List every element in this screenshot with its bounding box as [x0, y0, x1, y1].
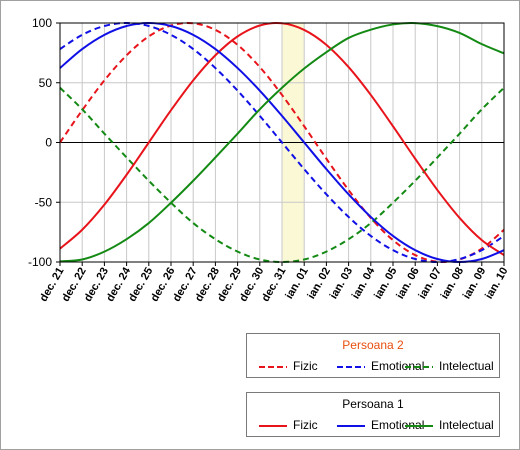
legend-swatch — [405, 425, 433, 427]
legend-label: Emotional — [371, 418, 425, 432]
legend-swatch — [259, 366, 287, 368]
legend-swatch — [337, 425, 365, 427]
legend-item-emotional: Emotional — [335, 417, 424, 433]
legend-label: Fizic — [293, 418, 318, 432]
y-tick-label: 50 — [39, 76, 53, 90]
legend-persoana-2: Persoana 2 Fizic Emotional Intelectual — [246, 333, 500, 378]
legend-swatch — [337, 366, 365, 368]
legend-persoana-1: Persoana 1 Fizic Emotional Intelectual — [246, 392, 500, 437]
series-intelectual-persoana-1 — [59, 22, 505, 263]
legend-title: Persoana 1 — [342, 397, 404, 411]
series-fizic-persoana-2 — [59, 21, 505, 264]
legend-swatch — [405, 366, 433, 368]
legend-swatch — [259, 425, 287, 427]
y-tick-label: -50 — [35, 195, 53, 209]
y-tick-label: 0 — [45, 136, 52, 150]
legend-item-fizic: Fizic — [257, 358, 327, 374]
series-emotional-persoana-1 — [59, 21, 505, 264]
legend-label: Emotional — [371, 359, 425, 373]
legend-item-intelectual: Intelectual — [403, 417, 497, 433]
y-tick-label: 100 — [32, 16, 52, 30]
legend-label: Fizic — [293, 359, 318, 373]
y-axis-ticks: -100 -50 0 50 100 — [28, 16, 60, 269]
legend-item-emotional: Emotional — [335, 358, 424, 374]
y-tick-label: -100 — [28, 255, 52, 269]
legend-label: Intelectual — [439, 418, 494, 432]
legend-item-fizic: Fizic — [257, 417, 327, 433]
legend-item-intelectual: Intelectual — [403, 358, 497, 374]
legend-label: Intelectual — [439, 359, 494, 373]
legend-title: Persoana 2 — [342, 338, 404, 352]
